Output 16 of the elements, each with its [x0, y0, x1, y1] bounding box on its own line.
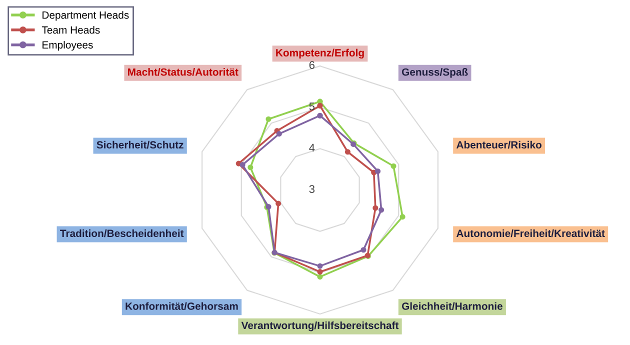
legend-label: Team Heads: [42, 26, 100, 34]
legend-label: Employees: [42, 40, 93, 51]
spoke-label: Verantwortung/Hilfsbereitschaft: [241, 321, 399, 332]
y-tick-label: 6: [309, 61, 315, 69]
spoke-label: Abenteuer/Risiko: [456, 140, 542, 149]
spoke-label: Genuss/Spaß: [402, 68, 468, 78]
spoke-label: Kompetenz/Erfolg: [276, 48, 364, 59]
spoke-label: Gleichheit/Harmonie: [402, 302, 502, 310]
spoke-label: Macht/Status/Autorität: [128, 68, 238, 76]
legend-label: Department Heads: [42, 11, 129, 21]
y-tick-label: 4: [309, 144, 315, 152]
spoke-label: Sicherheit/Schutz: [96, 140, 184, 149]
y-tick-label: 3: [309, 185, 315, 193]
spoke-label: Tradition/Bescheidenheit: [60, 229, 184, 238]
spoke-label: Autonomie/Freiheit/Kreativität: [456, 229, 605, 238]
spoke-label: Konformität/Gehorsam: [126, 302, 238, 310]
